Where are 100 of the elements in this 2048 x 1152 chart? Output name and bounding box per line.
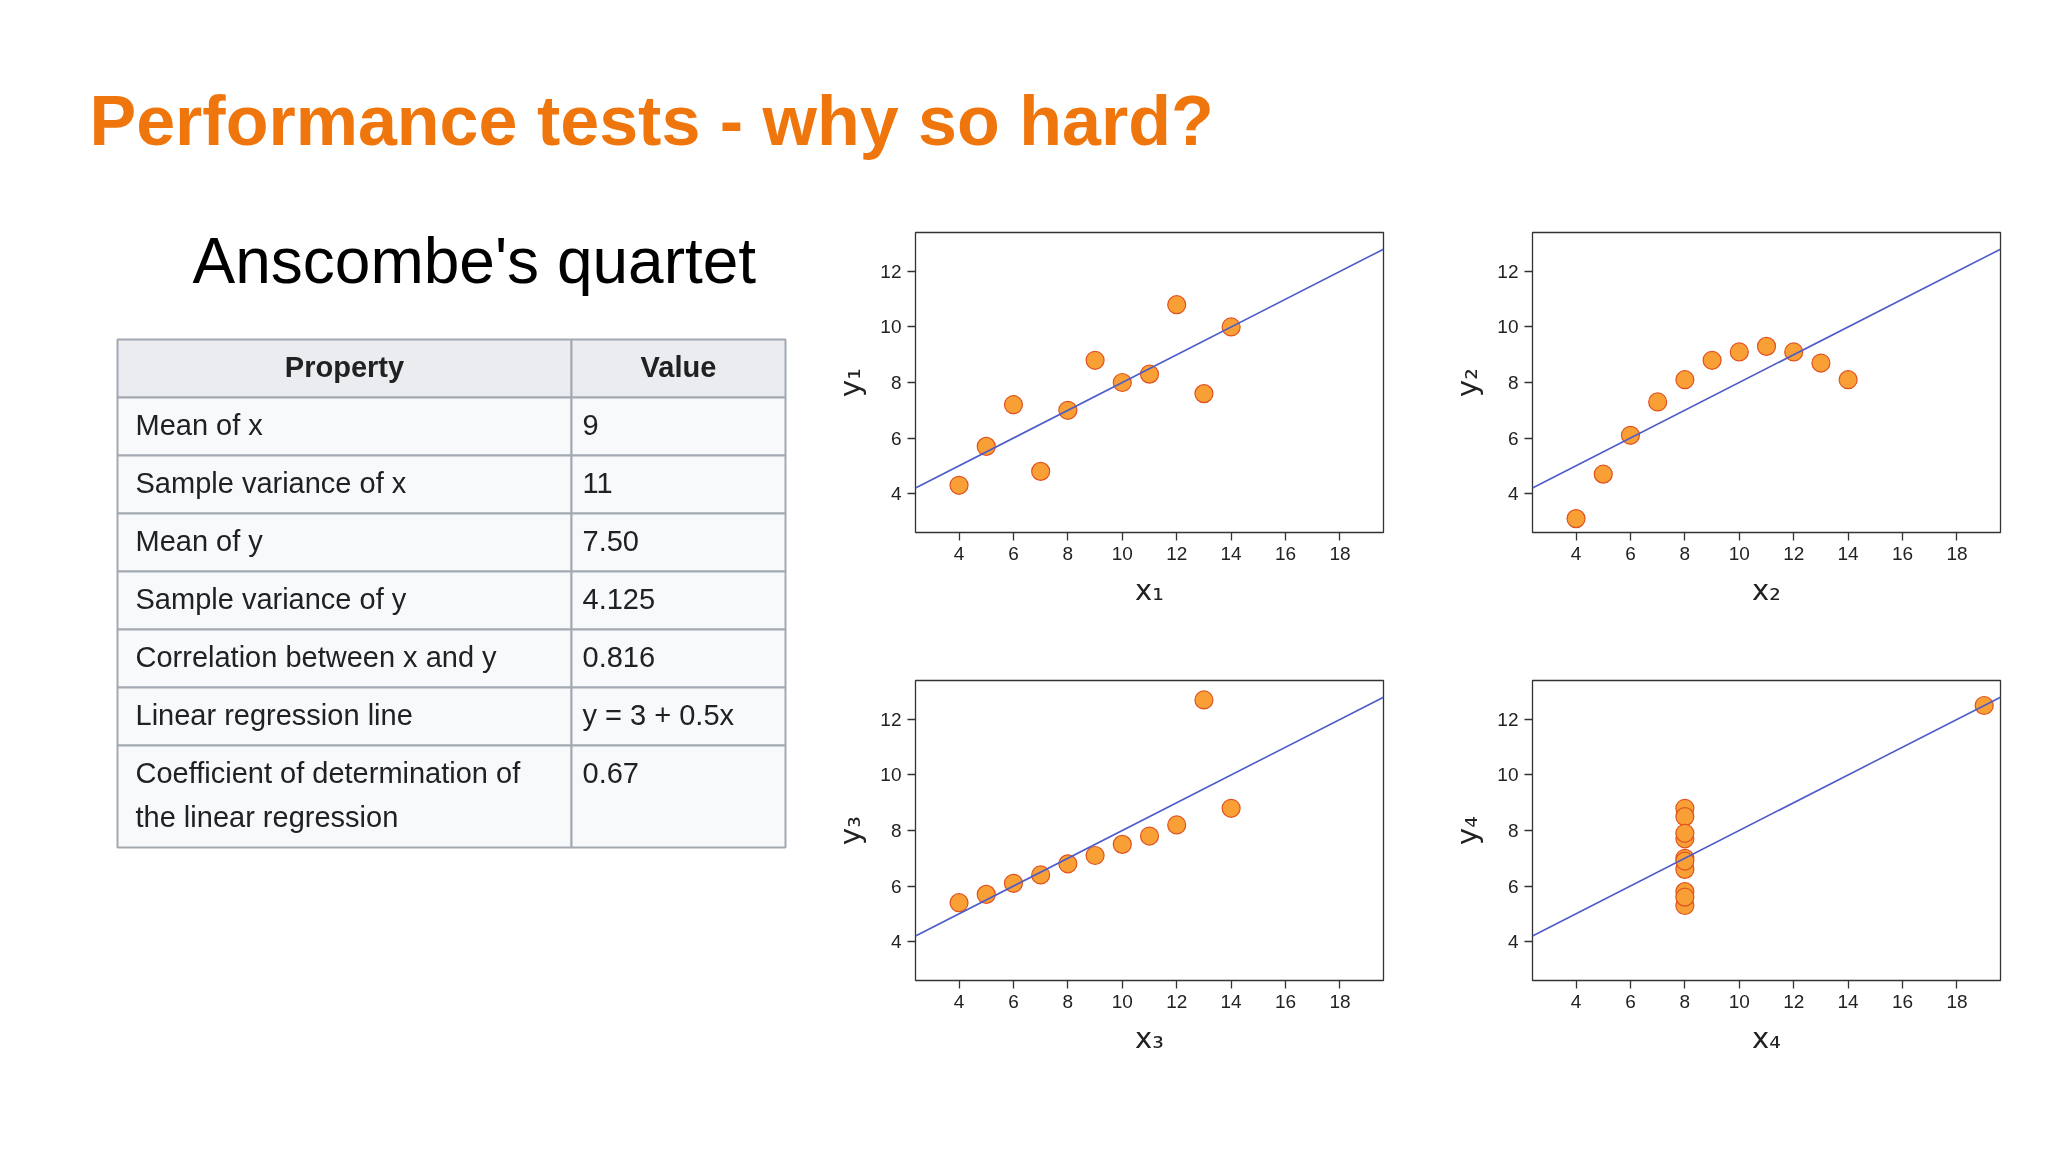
point (1675, 807, 1695, 827)
x-tick-label: 6 (1625, 990, 1636, 1012)
point (1756, 336, 1777, 356)
y-tick-label: 8 (890, 820, 902, 841)
y-axis-title: y₄ (1450, 816, 1485, 845)
y-tick-label: 6 (1507, 427, 1519, 449)
point (1675, 370, 1695, 390)
y-tick-label: 12 (880, 260, 902, 282)
x-tick-label: 6 (1008, 542, 1019, 564)
x-tick-label: 4 (1570, 542, 1582, 564)
text: Value (640, 350, 717, 383)
point (1085, 350, 1105, 370)
text: Performance tests - why so hard? (89, 81, 1214, 160)
x-tick-label: 6 (1625, 542, 1636, 564)
x-tick-label: 16 (1891, 990, 1914, 1012)
x-tick-label: 14 (1220, 542, 1243, 564)
x-tick-label: 10 (1111, 542, 1133, 564)
text: 9 (582, 408, 599, 441)
x-tick-label: 10 (1111, 990, 1133, 1012)
point (1139, 826, 1160, 846)
text: Mean of y (135, 524, 264, 557)
point (1058, 854, 1078, 874)
point (1648, 392, 1668, 412)
x-tick-label: 18 (1329, 542, 1351, 564)
x-axis-title: x₂ (1752, 572, 1781, 607)
x-tick-label: 18 (1329, 990, 1351, 1012)
x-tick-label: 12 (1783, 542, 1805, 564)
text: Property (284, 350, 405, 383)
x-tick-label: 8 (1679, 990, 1691, 1012)
x-tick-label: 8 (1062, 542, 1074, 564)
x-tick-label: 4 (1570, 990, 1582, 1012)
text: Sample variance of x (135, 466, 407, 499)
text: Correlation between x and y (135, 640, 498, 673)
x-tick-label: 10 (1728, 542, 1750, 564)
point (1139, 364, 1160, 384)
point (1729, 342, 1749, 362)
x-axis-title: x₁ (1135, 572, 1164, 607)
text: Mean of x (135, 408, 264, 441)
text: Coefficient of determination of the linear regression (135, 756, 522, 833)
point (1702, 350, 1722, 370)
point (1194, 384, 1214, 404)
x-tick-label: 12 (1166, 542, 1188, 564)
y-tick-label: 10 (1497, 316, 1519, 338)
x-tick-label: 14 (1837, 542, 1860, 564)
y-axis-title: y₂ (1450, 368, 1485, 397)
text: 11 (582, 466, 613, 499)
text: y = 3 + 0.5x (582, 698, 735, 731)
x-tick-label: 16 (1891, 542, 1914, 564)
point (949, 893, 969, 913)
x-tick-label: 8 (1679, 542, 1691, 564)
x-tick-label: 12 (1783, 990, 1805, 1012)
point (1593, 464, 1613, 484)
x-axis-title: x₃ (1135, 1020, 1164, 1055)
point (1167, 815, 1187, 835)
y-axis-title: y₃ (833, 816, 868, 845)
point (1811, 353, 1831, 373)
x-tick-label: 16 (1274, 990, 1297, 1012)
y-tick-label: 8 (1507, 820, 1519, 841)
text: 0.816 (582, 640, 656, 673)
point (1221, 798, 1241, 818)
text: 0.67 (582, 756, 639, 789)
point (1566, 509, 1586, 529)
text: 7.50 (582, 524, 639, 557)
point (1112, 834, 1132, 854)
x-tick-label: 12 (1166, 990, 1188, 1012)
y-tick-label: 4 (890, 483, 902, 505)
y-tick-label: 12 (880, 708, 902, 730)
x-tick-label: 16 (1274, 542, 1297, 564)
x-tick-label: 18 (1946, 542, 1968, 564)
x-axis-title: x₄ (1752, 1020, 1781, 1055)
text: Anscombe's quartet (192, 224, 757, 297)
point (1003, 873, 1024, 893)
y-tick-label: 10 (1497, 764, 1519, 786)
x-tick-label: 6 (1008, 990, 1019, 1012)
x-tick-label: 4 (953, 542, 965, 564)
y-tick-label: 10 (880, 764, 902, 786)
point (1194, 690, 1214, 710)
y-tick-label: 4 (1507, 483, 1519, 505)
x-tick-label: 14 (1220, 990, 1243, 1012)
y-tick-label: 4 (890, 931, 902, 953)
y-tick-label: 12 (1497, 708, 1519, 730)
point (1167, 295, 1187, 315)
text: Sample variance of y (135, 582, 407, 615)
point (1085, 845, 1105, 866)
y-tick-label: 8 (890, 372, 902, 393)
point (1838, 370, 1858, 390)
x-tick-label: 8 (1062, 990, 1074, 1012)
y-tick-label: 8 (1507, 372, 1519, 393)
x-tick-label: 14 (1837, 990, 1860, 1012)
x-tick-label: 18 (1946, 990, 1968, 1012)
point (1675, 887, 1695, 907)
y-axis-title: y₁ (833, 368, 868, 397)
point (1675, 823, 1695, 843)
y-tick-label: 6 (890, 427, 902, 449)
y-tick-label: 4 (1507, 931, 1519, 953)
point (1003, 395, 1024, 415)
text: 4.125 (582, 582, 656, 615)
x-tick-label: 4 (953, 990, 965, 1012)
point (1620, 425, 1641, 445)
y-tick-label: 6 (890, 875, 902, 897)
